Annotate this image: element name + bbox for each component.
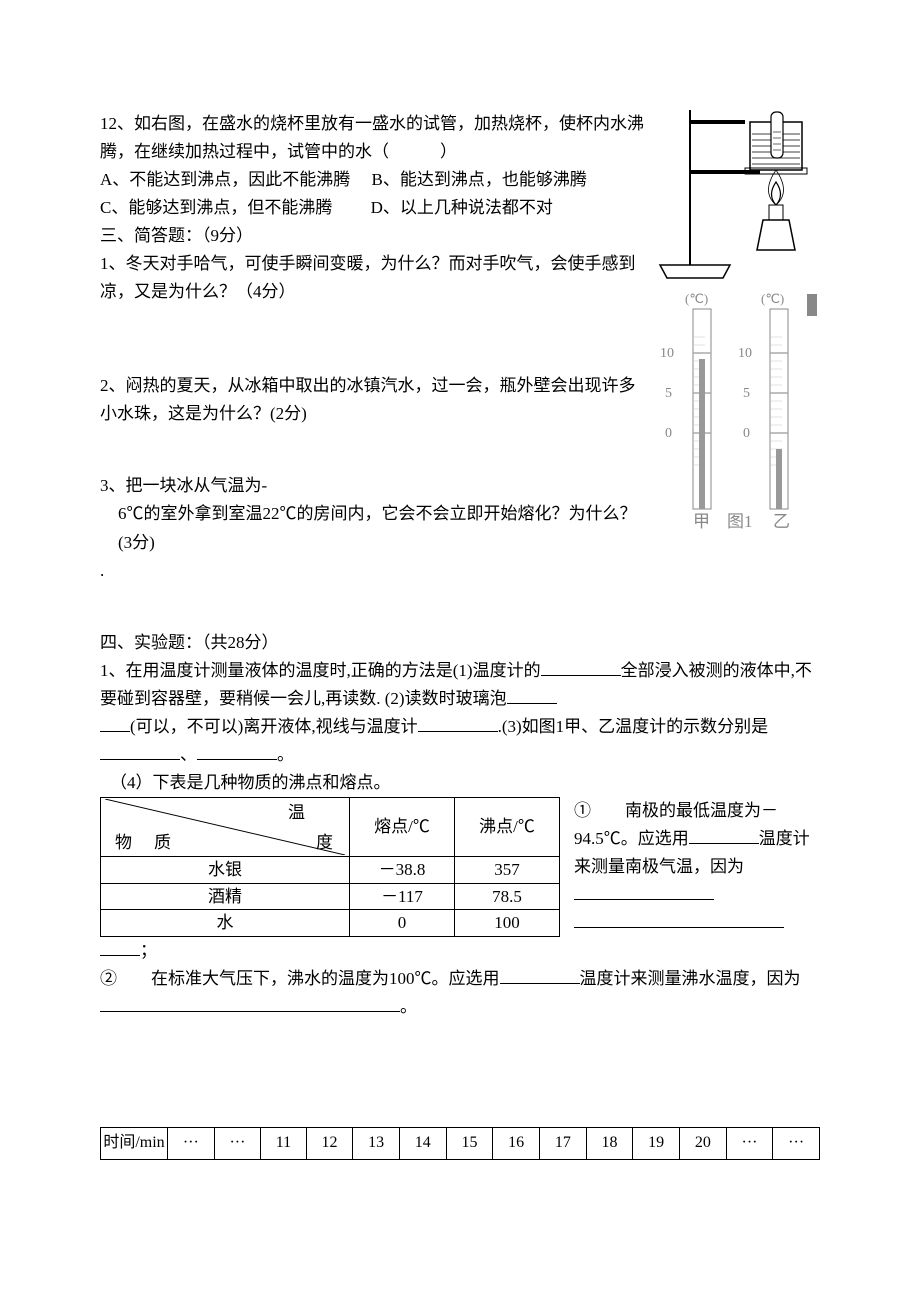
thermometer-figure: (℃) (℃) 10 10 5 5 0 0 (655, 289, 820, 549)
blank (744, 826, 759, 844)
diag-bot: 物质 (115, 831, 193, 855)
sec4-title: 四、实验题：（共28分） (100, 629, 820, 657)
unit-label-right: (℃) (761, 291, 784, 306)
tail2a: 在标准大气压下，沸水的温度为100℃。应选用 (151, 969, 500, 988)
tail2c: 。 (400, 997, 417, 1016)
blank (100, 938, 140, 956)
cell-bp: 78.5 (455, 883, 560, 910)
blank (100, 714, 130, 732)
col-bp: 沸点/℃ (455, 797, 560, 856)
tail1: ； (140, 941, 157, 960)
cell-mp: －38.8 (350, 856, 455, 883)
q12-optA: A、不能达到沸点，因此不能沸腾 (100, 170, 350, 189)
time-cell: 20 (680, 1128, 727, 1159)
circ1: ① (574, 801, 591, 820)
q12-optC: C、能够达到沸点，但不能沸腾 (100, 198, 332, 217)
q12-optB: B、能达到沸点，也能够沸腾 (372, 170, 587, 189)
col-mp: 熔点/℃ (350, 797, 455, 856)
diag-header: 温 物质 度 (105, 799, 345, 855)
time-cell: 17 (539, 1128, 586, 1159)
svg-text:10: 10 (660, 346, 674, 361)
time-cell: 15 (446, 1128, 493, 1159)
sec4-q1a4: .(3)如图1甲、乙温度计的示数分别是 (498, 717, 769, 736)
sec4-q1a3: (可以，不可以)离开液体,视线与温度计 (130, 717, 418, 736)
time-cell: 18 (586, 1128, 633, 1159)
time-cell: 14 (399, 1128, 446, 1159)
svg-text:10: 10 (738, 346, 752, 361)
label-tu1: 图1 (727, 512, 753, 531)
time-cell: ··· (726, 1128, 773, 1159)
cell-mp: －117 (350, 883, 455, 910)
time-cell: ··· (214, 1128, 261, 1159)
unit-label-left: (℃) (685, 291, 708, 306)
time-label: 时间/min (101, 1128, 168, 1159)
cell-name: 水 (101, 910, 350, 937)
sec4-q1a5: 、 (180, 745, 197, 764)
tail-section: ； ② 在标准大气压下，沸水的温度为100℃。应选用 温度计来测量沸水温度，因为。 (100, 937, 820, 1021)
blank (574, 882, 714, 900)
time-cell: 11 (261, 1128, 306, 1159)
blank (541, 658, 621, 676)
blank (197, 742, 277, 760)
svg-text:0: 0 (665, 426, 672, 441)
svg-text:5: 5 (743, 386, 750, 401)
label-yi: 乙 (773, 512, 790, 531)
blank (100, 742, 180, 760)
circ2: ② (100, 969, 117, 988)
diag-top: 温 (288, 801, 305, 825)
beaker-figure (655, 110, 820, 280)
q12-optD: D、以上几种说法都不对 (371, 198, 553, 217)
substance-table: 温 物质 度 熔点/℃ 沸点/℃ 水银 －38.8 357 酒精 －117 78… (100, 797, 560, 937)
label-jia: 甲 (693, 512, 710, 531)
cell-mp: 0 (350, 910, 455, 937)
table-row: 水 0 100 (101, 910, 560, 937)
sec4-q1: 1、在用温度计测量液体的温度时,正确的方法是(1)温度计的全部浸入被测的液体中,… (100, 657, 820, 769)
svg-text:0: 0 (743, 426, 750, 441)
time-cell: 13 (353, 1128, 400, 1159)
cell-bp: 357 (455, 856, 560, 883)
cell-name: 水银 (101, 856, 350, 883)
time-table: 时间/min ··· ··· 11 12 13 14 15 16 17 18 1… (100, 1127, 820, 1159)
side-text: ① 南极的最低温度为－94.5℃。应选用温度计来测量南极气温，因为 (568, 797, 820, 937)
blank (418, 714, 498, 732)
diag-du: 度 (316, 831, 333, 855)
blank (689, 826, 744, 844)
svg-text:5: 5 (665, 386, 672, 401)
table-row: 酒精 －117 78.5 (101, 883, 560, 910)
blank (507, 686, 557, 704)
table-row: 水银 －38.8 357 (101, 856, 560, 883)
sec4-q1a: 1、在用温度计测量液体的温度时,正确的方法是(1)温度计的 (100, 661, 541, 680)
time-cell: 16 (493, 1128, 540, 1159)
time-cell: 12 (306, 1128, 353, 1159)
blank (574, 910, 784, 928)
sec4-q1a6: 。 (277, 745, 294, 764)
cell-name: 酒精 (101, 883, 350, 910)
tail2b: 温度计来测量沸水温度，因为 (580, 969, 801, 988)
time-cell: ··· (773, 1128, 820, 1159)
blank (100, 994, 400, 1012)
blank (500, 966, 580, 984)
cell-bp: 100 (455, 910, 560, 937)
time-cell: ··· (168, 1128, 215, 1159)
sec4-q1b: （4）下表是几种物质的沸点和熔点。 (100, 769, 820, 797)
time-cell: 19 (633, 1128, 680, 1159)
